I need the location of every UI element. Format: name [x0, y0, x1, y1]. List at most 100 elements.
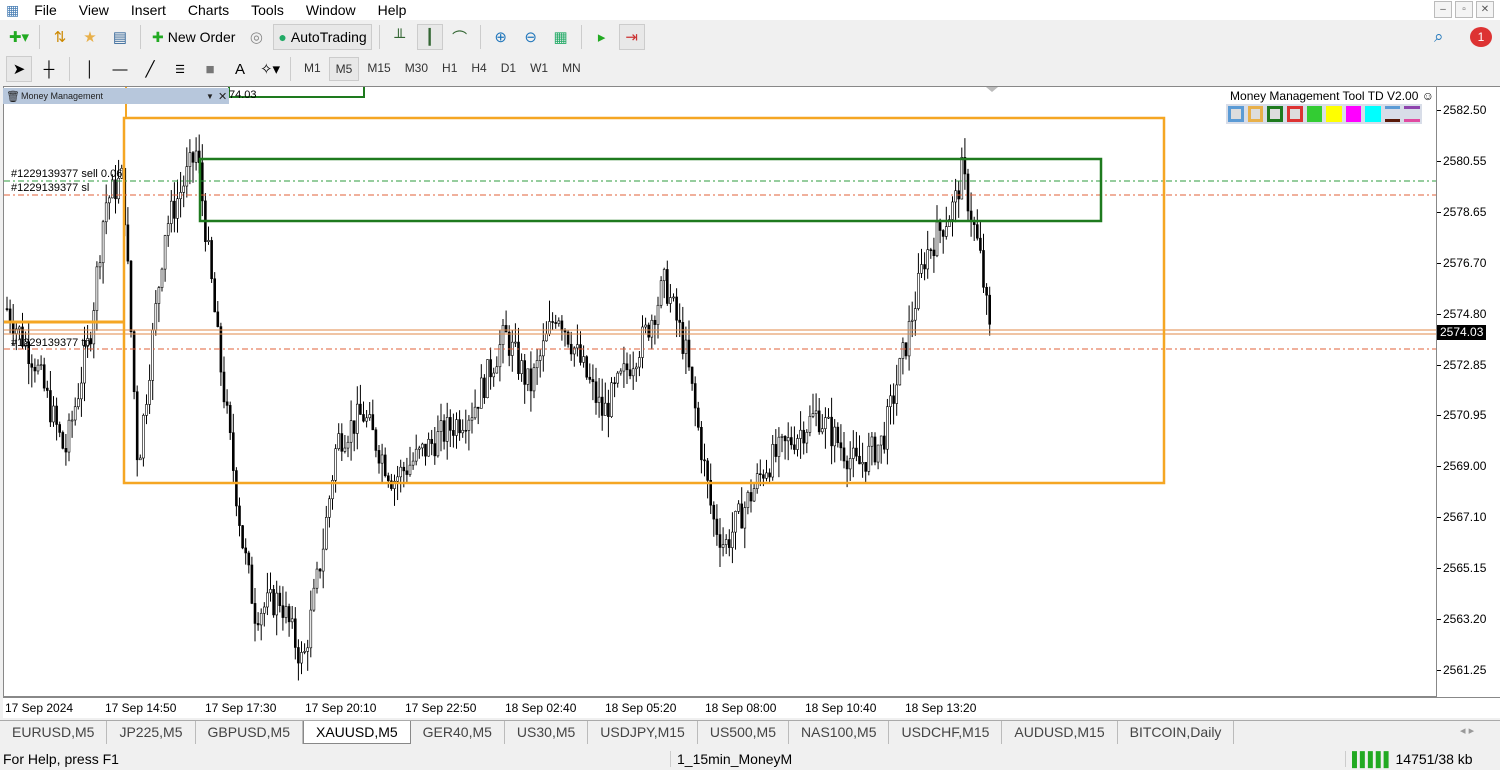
- smiley-icon[interactable]: ☺: [1421, 89, 1434, 103]
- bull-candle: [495, 366, 499, 374]
- line-style-swatch[interactable]: [1384, 106, 1401, 122]
- search-icon[interactable]: ⌕: [1434, 27, 1444, 46]
- money-management-panel-header[interactable]: 🗑 Money Management ▼ ✕: [3, 88, 229, 104]
- color-swatch[interactable]: [1287, 106, 1303, 122]
- candlestick-icon[interactable]: ┃: [416, 24, 443, 50]
- crosshair-icon[interactable]: ┼: [43, 60, 55, 78]
- fibonacci-icon[interactable]: ☰: [175, 63, 185, 76]
- timeframe-m30[interactable]: M30: [404, 61, 429, 75]
- time-tick: 18 Sep 10:40: [805, 701, 877, 715]
- tab-scroll-arrows[interactable]: ◂ ▸: [1460, 725, 1475, 737]
- price-axis[interactable]: 2582.50 2580.55 2578.65 2576.70 2574.80 2572.…: [1436, 86, 1500, 697]
- cursor-icon[interactable]: ➤: [6, 56, 32, 82]
- timeframe-m15[interactable]: M15: [367, 61, 391, 75]
- chart-tab[interactable]: BITCOIN,Daily: [1118, 721, 1235, 744]
- text-icon[interactable]: A: [234, 60, 245, 78]
- timeframe-h4[interactable]: H4: [471, 61, 487, 75]
- restore-button[interactable]: ▫: [1455, 1, 1473, 18]
- menu-file[interactable]: File: [34, 2, 57, 18]
- zoom-in-icon[interactable]: ⊕: [494, 29, 507, 46]
- chart-tab[interactable]: GBPUSD,M5: [196, 721, 303, 744]
- bull-candle: [321, 548, 325, 572]
- chart-tab[interactable]: US500,M5: [698, 721, 789, 744]
- menu-insert[interactable]: Insert: [130, 2, 166, 18]
- chart-tab[interactable]: JP225,M5: [107, 721, 196, 744]
- close-button[interactable]: ✕: [1476, 1, 1494, 18]
- timeframe-w1[interactable]: W1: [530, 61, 549, 75]
- bear-candle: [253, 603, 257, 624]
- bull-candle: [913, 308, 917, 321]
- menu-bar: ▦ File View Insert Charts Tools Window Help: [0, 0, 1500, 20]
- color-swatch[interactable]: [1345, 106, 1362, 122]
- chart-tab[interactable]: NAS100,M5: [789, 721, 890, 744]
- price-chart[interactable]: #1229139377 sell 0.06 #1229139377 sl #1229…: [3, 86, 1437, 697]
- bull-candle: [824, 417, 827, 429]
- metaeditor-icon[interactable]: ◎: [249, 29, 263, 46]
- notification-badge[interactable]: 1: [1470, 27, 1492, 47]
- timeframe-mn[interactable]: MN: [562, 61, 581, 75]
- color-swatch[interactable]: [1228, 106, 1244, 122]
- timeframe-m1[interactable]: M1: [304, 61, 321, 75]
- color-swatch[interactable]: [1267, 106, 1284, 122]
- chevron-down-icon[interactable]: ▼: [206, 91, 214, 101]
- chart-shift-icon[interactable]: ⇥: [618, 24, 645, 50]
- rectangle-icon[interactable]: ■: [205, 60, 215, 78]
- menu-view[interactable]: View: [78, 2, 109, 18]
- timeframe-h1[interactable]: H1: [442, 61, 458, 75]
- bear-candle: [836, 426, 840, 444]
- close-icon[interactable]: ✕: [218, 90, 228, 103]
- bull-candle: [470, 417, 474, 421]
- price-tick: 2582.50: [1436, 103, 1487, 117]
- line-style-swatch[interactable]: [1404, 106, 1420, 122]
- menu-charts[interactable]: Charts: [187, 2, 230, 18]
- chart-tab[interactable]: US30,M5: [505, 721, 589, 744]
- chart-tab[interactable]: USDJPY,M15: [588, 721, 698, 744]
- color-swatch[interactable]: [1326, 106, 1342, 122]
- new-order-button[interactable]: ✚ New Order: [148, 24, 239, 50]
- vertical-line-icon[interactable]: │: [85, 60, 95, 78]
- minimize-button[interactable]: –: [1434, 1, 1452, 18]
- bear-candle: [613, 382, 616, 385]
- bull-candle: [731, 531, 734, 548]
- color-swatch[interactable]: [1247, 106, 1264, 122]
- price-tick: 2572.85: [1436, 357, 1487, 372]
- chart-tab[interactable]: AUDUSD,M15: [1002, 721, 1118, 744]
- bear-candle: [607, 402, 610, 417]
- new-chart-icon[interactable]: ✚▾: [8, 29, 30, 46]
- bull-candle: [380, 454, 384, 464]
- terminal-icon[interactable]: ▤: [112, 29, 128, 46]
- bull-candle: [166, 223, 170, 236]
- menu-tools[interactable]: Tools: [251, 2, 284, 18]
- arrows-icon[interactable]: ✧▾: [259, 61, 281, 78]
- chart-tab[interactable]: USDCHF,M15: [889, 721, 1003, 744]
- bull-candle: [786, 437, 790, 442]
- auto-scroll-icon[interactable]: ▸: [597, 29, 606, 46]
- zoom-out-icon[interactable]: ⊖: [524, 29, 537, 46]
- autotrading-button[interactable]: ● AutoTrading: [273, 24, 372, 50]
- market-watch-icon[interactable]: ⇅: [53, 29, 67, 46]
- bar-chart-icon[interactable]: ╨: [394, 28, 405, 46]
- timeframe-m5[interactable]: M5: [328, 57, 360, 81]
- bull-candle: [814, 410, 818, 414]
- color-swatch[interactable]: [1365, 106, 1381, 122]
- color-swatch[interactable]: [1306, 106, 1323, 122]
- trendline-icon[interactable]: ╱: [145, 61, 155, 78]
- navigator-icon[interactable]: ★: [83, 29, 97, 46]
- bear-candle: [371, 414, 375, 431]
- bull-candle: [337, 433, 341, 450]
- time-axis[interactable]: 17 Sep 2024 17 Sep 14:50 17 Sep 17:30 17 Se…: [3, 697, 1500, 718]
- bull-candle: [743, 507, 747, 529]
- menu-window[interactable]: Window: [305, 2, 356, 18]
- timeframe-d1[interactable]: D1: [500, 61, 517, 75]
- price-tick: 2578.65: [1436, 204, 1487, 219]
- menu-help[interactable]: Help: [377, 2, 407, 18]
- autotrading-label: AutoTrading: [290, 29, 367, 45]
- bear-candle: [402, 466, 406, 472]
- chart-tab[interactable]: XAUUSD,M5: [302, 721, 411, 744]
- chart-tab[interactable]: EURUSD,M5: [0, 721, 108, 744]
- horizontal-line-icon[interactable]: —: [112, 60, 128, 78]
- bull-candle: [179, 192, 182, 200]
- line-chart-icon[interactable]: ⌒: [452, 29, 468, 47]
- tile-windows-icon[interactable]: ▦: [553, 29, 568, 46]
- chart-tab[interactable]: GER40,M5: [411, 721, 505, 744]
